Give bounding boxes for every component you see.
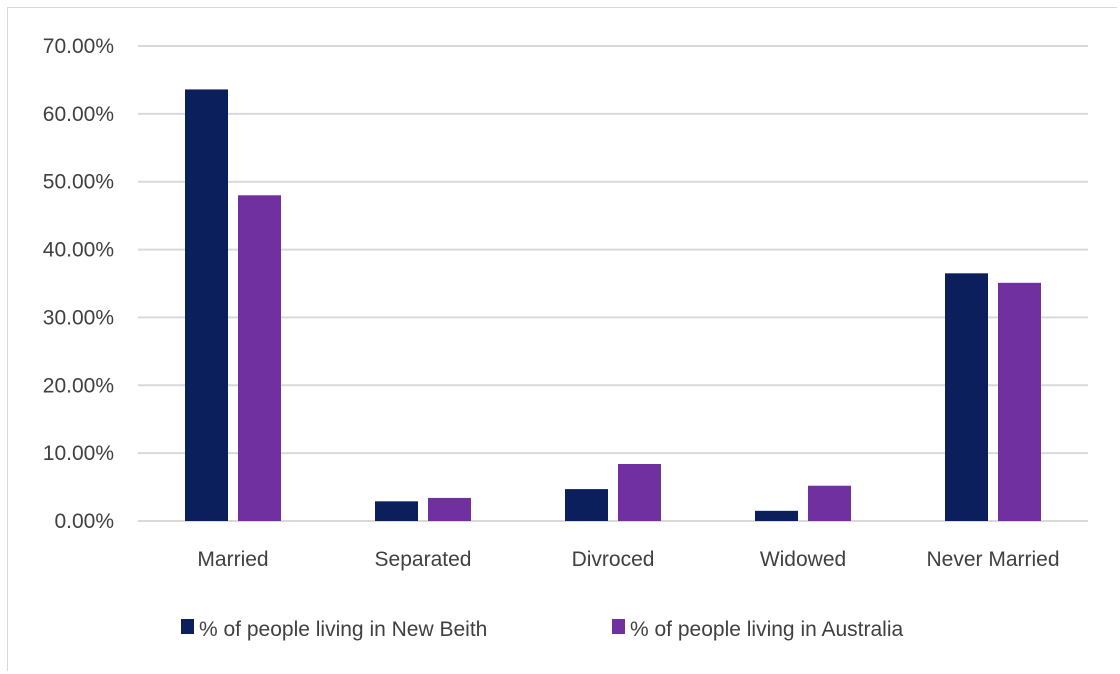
bar-australia bbox=[428, 497, 471, 521]
bar-new-beith bbox=[185, 89, 228, 521]
y-tick-label: 50.00% bbox=[43, 171, 114, 194]
bar-australia bbox=[238, 195, 281, 522]
legend: % of people living in New Beith % of peop… bbox=[181, 618, 903, 641]
y-tick-label: 70.00% bbox=[43, 35, 114, 58]
legend-label: % of people living in New Beith bbox=[199, 618, 487, 641]
x-axis-category-labels: Married Separated Divroced Widowed Never Mar… bbox=[197, 548, 1059, 571]
y-tick-label: 10.00% bbox=[43, 442, 114, 465]
y-tick-label: 0.00% bbox=[54, 510, 114, 533]
bar-new-beith bbox=[375, 501, 418, 521]
legend-swatch bbox=[612, 619, 625, 634]
legend-swatch bbox=[181, 619, 194, 634]
y-tick-label: 20.00% bbox=[43, 374, 114, 397]
y-tick-label: 30.00% bbox=[43, 306, 114, 329]
x-category-label: Separated bbox=[375, 548, 472, 571]
y-tick-label: 40.00% bbox=[43, 239, 114, 262]
bar-new-beith bbox=[945, 273, 988, 521]
bar-new-beith bbox=[755, 510, 798, 521]
chart-frame bbox=[7, 7, 1117, 671]
bar-australia bbox=[998, 282, 1041, 521]
x-category-label: Married bbox=[197, 548, 268, 571]
bar-new-beith bbox=[565, 489, 608, 521]
y-axis-tick-labels: 0.00% 10.00% 20.00% 30.00% 40.00% 50.00% 60.00… bbox=[43, 35, 114, 533]
x-category-label: Widowed bbox=[760, 548, 846, 571]
x-category-label: Divroced bbox=[572, 548, 655, 571]
x-category-label: Never Married bbox=[926, 548, 1059, 571]
gridlines bbox=[138, 45, 1088, 522]
y-tick-label: 60.00% bbox=[43, 103, 114, 126]
bars bbox=[185, 89, 1041, 522]
bar-australia bbox=[808, 485, 851, 521]
legend-label: % of people living in Australia bbox=[630, 618, 903, 641]
bar-australia bbox=[618, 464, 661, 521]
